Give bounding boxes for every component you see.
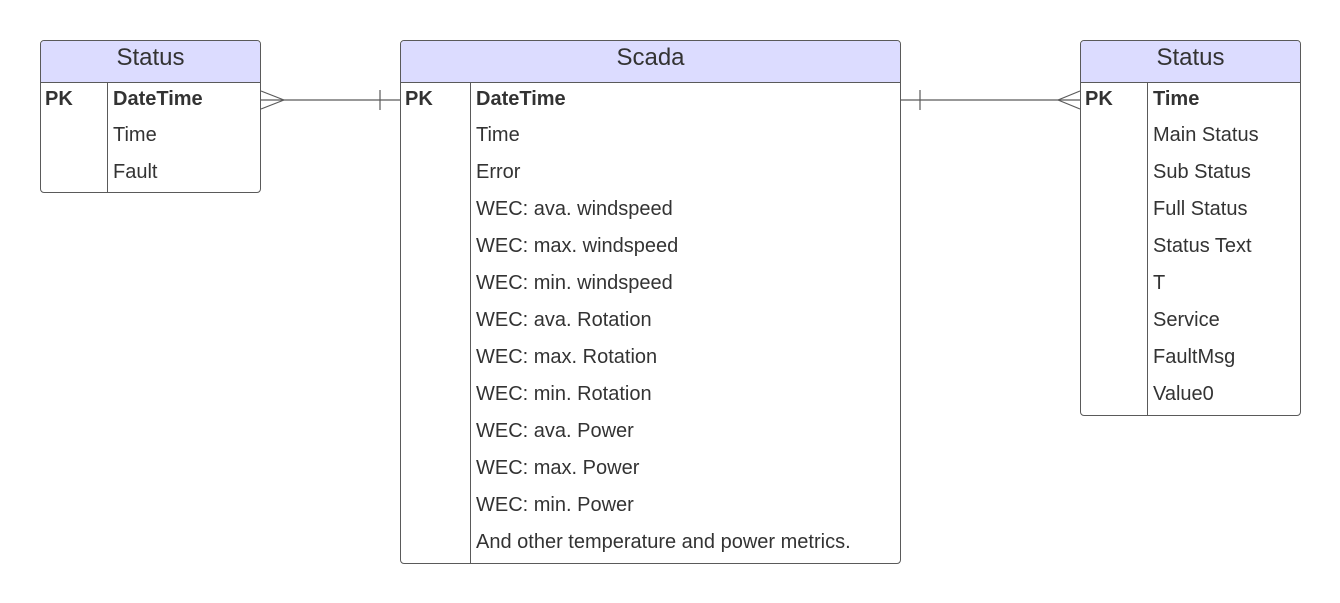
entity-row: PK DateTime	[41, 83, 260, 119]
field-name: WEC: min. Power	[476, 494, 634, 516]
entity-row: WEC: ava. Power	[401, 415, 900, 452]
field-name: Main Status	[1153, 124, 1259, 146]
field-name: WEC: min. windspeed	[476, 272, 673, 294]
entity-title: Status	[1081, 41, 1300, 83]
field-name: WEC: ava. windspeed	[476, 198, 673, 220]
entity-row: WEC: max. Power	[401, 452, 900, 489]
crows-foot-icon	[1057, 99, 1081, 110]
entity-row: Status Text	[1081, 230, 1300, 267]
field-name: WEC: max. Rotation	[476, 346, 658, 368]
column-divider	[107, 83, 108, 192]
field-name: Sub Status	[1153, 161, 1251, 183]
entity-status-right[interactable]: Status PK Time Main Status Sub Status Fu…	[1080, 40, 1301, 416]
entity-row: WEC: min. windspeed	[401, 267, 900, 304]
field-name: Time	[476, 124, 520, 146]
entity-body: PK DateTime Time Fault	[41, 83, 260, 192]
field-name: WEC: min. Rotation	[476, 383, 652, 405]
field-name: WEC: ava. Rotation	[476, 309, 652, 331]
entity-row: Sub Status	[1081, 156, 1300, 193]
field-name: Error	[476, 161, 521, 183]
crows-foot-icon	[1057, 90, 1081, 101]
field-name: Service	[1153, 309, 1220, 331]
entity-row: Value0	[1081, 378, 1300, 415]
entity-row: Time	[41, 119, 260, 156]
entity-row: WEC: max. Rotation	[401, 341, 900, 378]
relationship-left-to-scada[interactable]	[260, 90, 400, 110]
entity-row: WEC: ava. windspeed	[401, 193, 900, 230]
crows-foot-icon	[260, 99, 285, 110]
entity-title: Status	[41, 41, 260, 83]
entity-row: Service	[1081, 304, 1300, 341]
entity-row: Fault	[41, 156, 260, 192]
entity-title: Scada	[401, 41, 900, 83]
entity-row: Main Status	[1081, 119, 1300, 156]
entity-row: FaultMsg	[1081, 341, 1300, 378]
entity-row: WEC: min. Rotation	[401, 378, 900, 415]
field-name: FaultMsg	[1153, 346, 1236, 368]
field-name: Time	[113, 124, 157, 146]
entity-row: T	[1081, 267, 1300, 304]
entity-row: Time	[401, 119, 900, 156]
field-name: DateTime	[113, 88, 203, 110]
entity-row: WEC: max. windspeed	[401, 230, 900, 267]
field-name: Status Text	[1153, 235, 1252, 257]
pk-label: PK	[1085, 88, 1113, 110]
field-name: DateTime	[476, 88, 566, 110]
entity-body: PK Time Main Status Sub Status Full Stat…	[1081, 83, 1300, 415]
field-name: Full Status	[1153, 198, 1248, 220]
field-name: And other temperature and power metrics.	[476, 531, 851, 553]
relationship-scada-to-right[interactable]	[901, 90, 1081, 110]
entity-body: PK DateTime Time Error WEC: ava. windspe…	[401, 83, 900, 563]
column-divider	[470, 83, 471, 563]
entity-row: WEC: ava. Rotation	[401, 304, 900, 341]
field-name: WEC: max. Power	[476, 457, 640, 479]
field-name: T	[1153, 272, 1166, 294]
pk-label: PK	[45, 88, 73, 110]
entity-row: PK Time	[1081, 83, 1300, 119]
column-divider	[1147, 83, 1148, 415]
crows-foot-icon	[260, 90, 285, 101]
field-name: WEC: ava. Power	[476, 420, 634, 442]
field-name: WEC: max. windspeed	[476, 235, 679, 257]
field-name: Time	[1153, 88, 1200, 110]
entity-row: Error	[401, 156, 900, 193]
entity-row: WEC: min. Power	[401, 489, 900, 526]
entity-row: Full Status	[1081, 193, 1300, 230]
field-name: Fault	[113, 161, 158, 183]
entity-scada[interactable]: Scada PK DateTime Time Error WEC: ava. w…	[400, 40, 901, 564]
entity-row: And other temperature and power metrics.	[401, 526, 900, 563]
pk-label: PK	[405, 88, 433, 110]
entity-status-left[interactable]: Status PK DateTime Time Fault	[40, 40, 261, 193]
entity-row: PK DateTime	[401, 83, 900, 119]
field-name: Value0	[1153, 383, 1214, 405]
